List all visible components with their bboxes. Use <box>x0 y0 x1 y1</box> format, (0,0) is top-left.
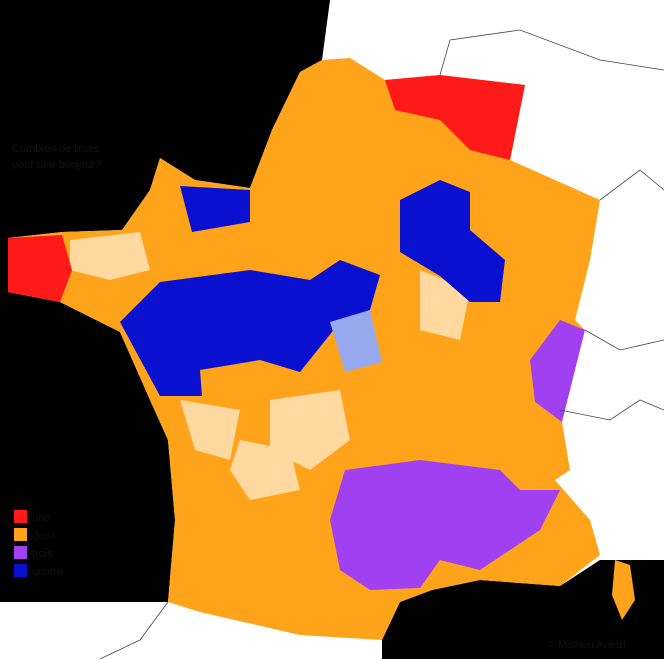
region <box>120 260 380 396</box>
region <box>230 440 300 500</box>
region <box>330 310 382 372</box>
sea <box>0 0 330 602</box>
border <box>599 169 664 201</box>
region <box>330 460 560 590</box>
border <box>99 601 169 659</box>
sea <box>382 560 664 659</box>
title-line: Combien de bises <box>12 143 101 155</box>
legend-swatch <box>14 510 27 523</box>
legend-swatch <box>14 528 27 541</box>
border <box>584 329 664 351</box>
legend-label: deux <box>32 530 56 542</box>
legend-swatch <box>14 546 27 559</box>
region <box>530 320 585 422</box>
title-line: pour dire bonjour? <box>12 159 101 171</box>
legend-label: une <box>32 512 50 524</box>
border <box>559 399 664 421</box>
legend: une deux trois quatre <box>14 510 63 578</box>
region <box>8 235 72 302</box>
legend-label: quatre <box>32 566 63 578</box>
region <box>385 75 525 160</box>
border <box>439 29 664 76</box>
legend-swatch <box>14 564 27 577</box>
region <box>400 180 505 302</box>
legend-label: trois <box>32 548 53 560</box>
region <box>70 232 150 280</box>
region <box>180 400 240 460</box>
region <box>180 186 250 232</box>
credit: © Mathieu Avanzi <box>548 640 626 651</box>
region <box>612 560 635 620</box>
